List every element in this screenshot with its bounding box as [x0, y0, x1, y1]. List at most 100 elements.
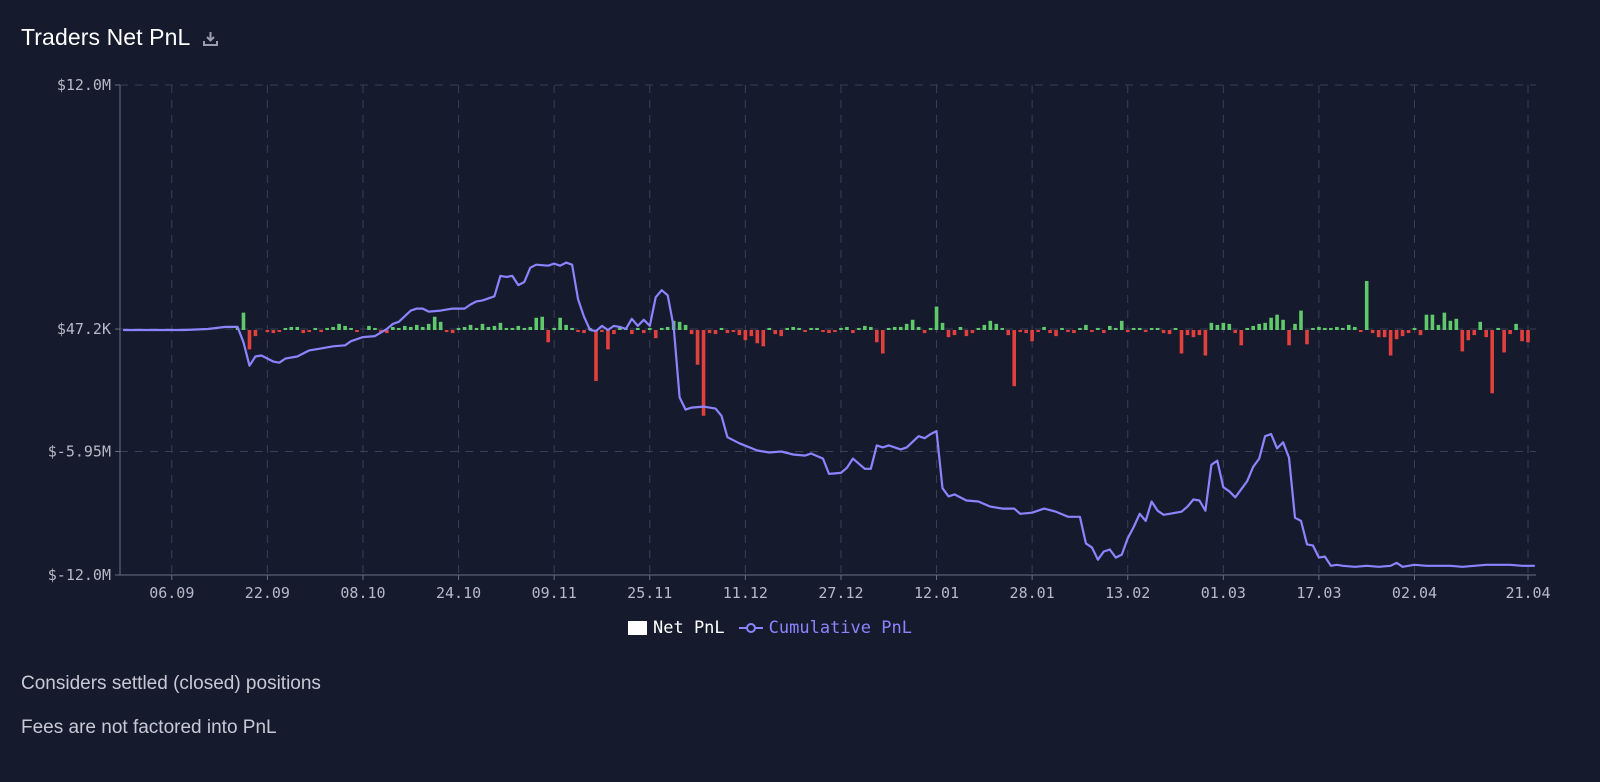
net-pnl-bar [403, 325, 407, 330]
net-pnl-bar [1090, 330, 1094, 333]
net-pnl-bar [1078, 327, 1082, 330]
net-pnl-bar [1131, 327, 1136, 330]
net-pnl-bar [630, 330, 634, 335]
net-pnl-bar [414, 324, 419, 330]
net-pnl-bar [432, 316, 437, 330]
legend-item-net-pnl[interactable]: Net PnL [628, 618, 725, 638]
net-pnl-bar [1358, 330, 1363, 333]
net-pnl-bar [755, 330, 760, 344]
net-pnl-bar [785, 327, 789, 330]
note-fees: Fees are not factored into PnL [21, 717, 277, 738]
y-tick-label: $47.2K [57, 320, 111, 338]
net-pnl-bar [910, 319, 915, 330]
net-pnl-bar [737, 330, 742, 336]
x-tick-label: 17.03 [1296, 584, 1341, 602]
net-pnl-bar [331, 326, 335, 330]
net-pnl-bar [659, 327, 664, 330]
cumulative-pnl-path [122, 261, 1536, 568]
note-settled-positions: Considers settled (closed) positions [21, 673, 321, 694]
x-tick-label: 21.04 [1505, 584, 1550, 602]
net-pnl-bar [576, 330, 580, 333]
net-pnl-bar [379, 330, 383, 333]
net-pnl-bar [307, 330, 312, 333]
net-pnl-bar [1006, 330, 1011, 336]
legend-item-cumulative-pnl[interactable]: Cumulative PnL [738, 618, 912, 638]
net-pnl-bar [1502, 330, 1506, 353]
x-tick-label: 24.10 [436, 584, 481, 602]
net-pnl-bar [1287, 330, 1291, 346]
net-pnl-bar [1418, 330, 1423, 336]
net-pnl-bar [271, 330, 276, 334]
net-pnl-bar [1197, 330, 1202, 336]
chart-area[interactable]: $12.0M $47.2K $-5.95M $-12.0M 06.09 22.09 08.1… [0, 0, 1600, 660]
net-pnl-bar [444, 330, 449, 333]
net-pnl-bar [1490, 330, 1494, 394]
net-pnl-bar [886, 327, 891, 330]
net-pnl-bar [779, 330, 784, 337]
net-pnl-bar [456, 327, 461, 330]
y-tick-label: $-5.95M [48, 442, 111, 460]
net-pnl-bar [970, 330, 975, 334]
net-pnl-bar [845, 326, 849, 330]
net-pnl-bar [283, 327, 288, 330]
net-pnl-bar [450, 330, 455, 334]
net-pnl-bar [1143, 330, 1148, 333]
net-pnl-bar [1376, 330, 1381, 338]
net-pnl-bar [1203, 330, 1208, 356]
net-pnl-bar [289, 326, 294, 330]
net-pnl-bar [647, 327, 652, 330]
net-pnl-bar [420, 326, 425, 330]
net-pnl-bar [1239, 330, 1244, 346]
x-tick-label: 02.04 [1392, 584, 1437, 602]
net-pnl-bar [1317, 326, 1321, 330]
net-pnl-bar [1030, 330, 1034, 342]
download-icon[interactable] [200, 29, 220, 49]
net-pnl-bar [1394, 330, 1399, 340]
net-pnl-bar [1042, 326, 1046, 330]
net-pnl-bar [295, 326, 300, 330]
net-pnl-bar [253, 330, 258, 337]
net-pnl-bar [1293, 323, 1297, 330]
net-pnl-bar [1472, 330, 1477, 336]
net-pnl-bar [636, 327, 640, 330]
net-pnl-bar [1012, 330, 1017, 387]
net-pnl-bar [641, 330, 646, 334]
net-pnl-bar [498, 322, 503, 330]
net-pnl-bar [594, 330, 598, 382]
net-pnl-bar [1496, 327, 1500, 330]
net-pnl-bar [857, 327, 861, 330]
net-pnl-bar [462, 326, 467, 330]
net-pnl-bar [851, 330, 855, 334]
net-pnl-bar [940, 322, 945, 330]
y-tick-label: $-12.0M [48, 566, 111, 584]
pnl-chart[interactable]: $12.0M $47.2K $-5.95M $-12.0M 06.09 22.09 08.1… [0, 0, 1600, 660]
net-pnl-bar [558, 317, 562, 330]
net-pnl-bar [916, 326, 921, 330]
legend-label-net: Net PnL [653, 618, 725, 638]
net-pnl-bar [540, 316, 545, 330]
net-pnl-bar [809, 327, 813, 330]
net-pnl-bar [874, 330, 879, 343]
net-pnl-bar [1460, 330, 1465, 352]
net-pnl-bar [355, 330, 359, 333]
x-tick-label: 06.09 [149, 584, 194, 602]
net-pnl-bar [761, 330, 766, 347]
net-pnl-bar [1054, 330, 1058, 337]
net-pnl-bar [1299, 310, 1303, 330]
net-pnl-bar [1257, 323, 1261, 330]
net-pnl-bar [743, 330, 748, 341]
net-pnl-bar [1119, 320, 1124, 330]
net-pnl-bar [606, 330, 610, 350]
net-pnl-bar [1335, 326, 1339, 330]
net-pnl-bar [349, 327, 353, 330]
net-pnl-bar [486, 326, 491, 330]
net-pnl-bar [839, 327, 843, 330]
net-pnl-bar [510, 327, 515, 330]
legend: Net PnL Cumulative PnL [628, 618, 912, 638]
chart-title: Traders Net PnL [21, 24, 191, 50]
net-pnl-bar [1430, 314, 1435, 330]
net-pnl-bar [1084, 324, 1088, 330]
net-pnl-bar [1149, 327, 1154, 330]
net-pnl-bar [516, 325, 521, 330]
net-pnl-bar [1161, 330, 1166, 334]
